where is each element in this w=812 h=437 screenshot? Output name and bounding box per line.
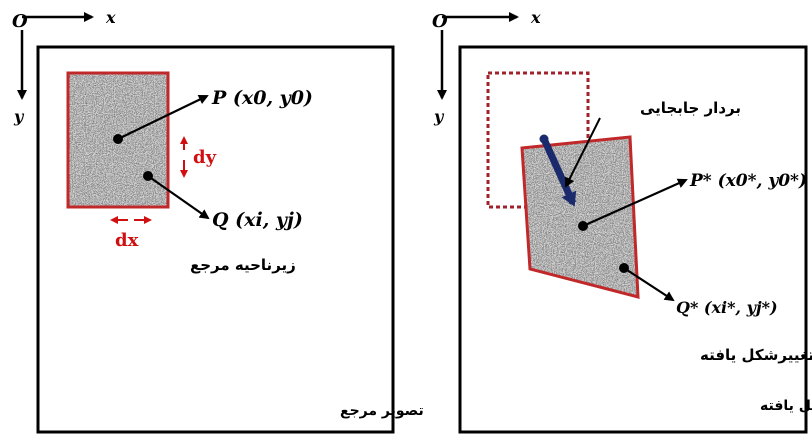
dy-label: dy [193,147,217,168]
deformed-image-label: تصویر تغییرشکل یافته [760,398,812,414]
reference-image-label: تصویر مرجع [340,403,424,419]
left-y-axis-label: y [13,107,25,126]
right-panel: O x y بردار جابجایی P* (x0*, y0*) Q* (xi… [432,8,812,434]
displacement-origin-marker [539,134,549,144]
right-x-axis-label: x [530,8,541,27]
deformed-subset-border [520,135,640,299]
q-star-leader-arrow [623,267,675,302]
displacement-label: بردار جابجایی [640,99,741,117]
left-x-axis-label: x [105,8,116,27]
left-panel: O x y P (x0, y0) Q (xi, yj) dy dx زیرناح… [12,8,424,434]
dx-label: dx [115,230,139,251]
reference-subset-label: زیرناحیه مرجع [190,256,296,274]
left-origin-label: O [12,11,28,32]
q-star-label: Q* (xi*, yj*) [676,298,778,317]
displacement-leader-arrow [565,117,601,188]
reference-subset-border [66,71,170,209]
q-leader-arrow [147,175,210,220]
deformed-subset-speckle [522,137,638,297]
q-label: Q (xi, yj) [212,209,303,231]
displacement-vector-arrow [540,137,577,207]
p-star-leader-arrow [582,178,688,228]
right-origin-label: O [432,11,448,32]
reference-image-frame [36,45,395,434]
p-label: P (x0, y0) [211,87,313,109]
p-star-label: P* (x0*, y0*) [689,171,807,191]
p-leader-arrow [117,94,209,140]
deformed-image-frame [458,45,808,434]
right-y-axis-label: y [433,107,445,126]
deformed-subset-label: زیرناحیه تغییرشکل یافته [700,346,812,364]
